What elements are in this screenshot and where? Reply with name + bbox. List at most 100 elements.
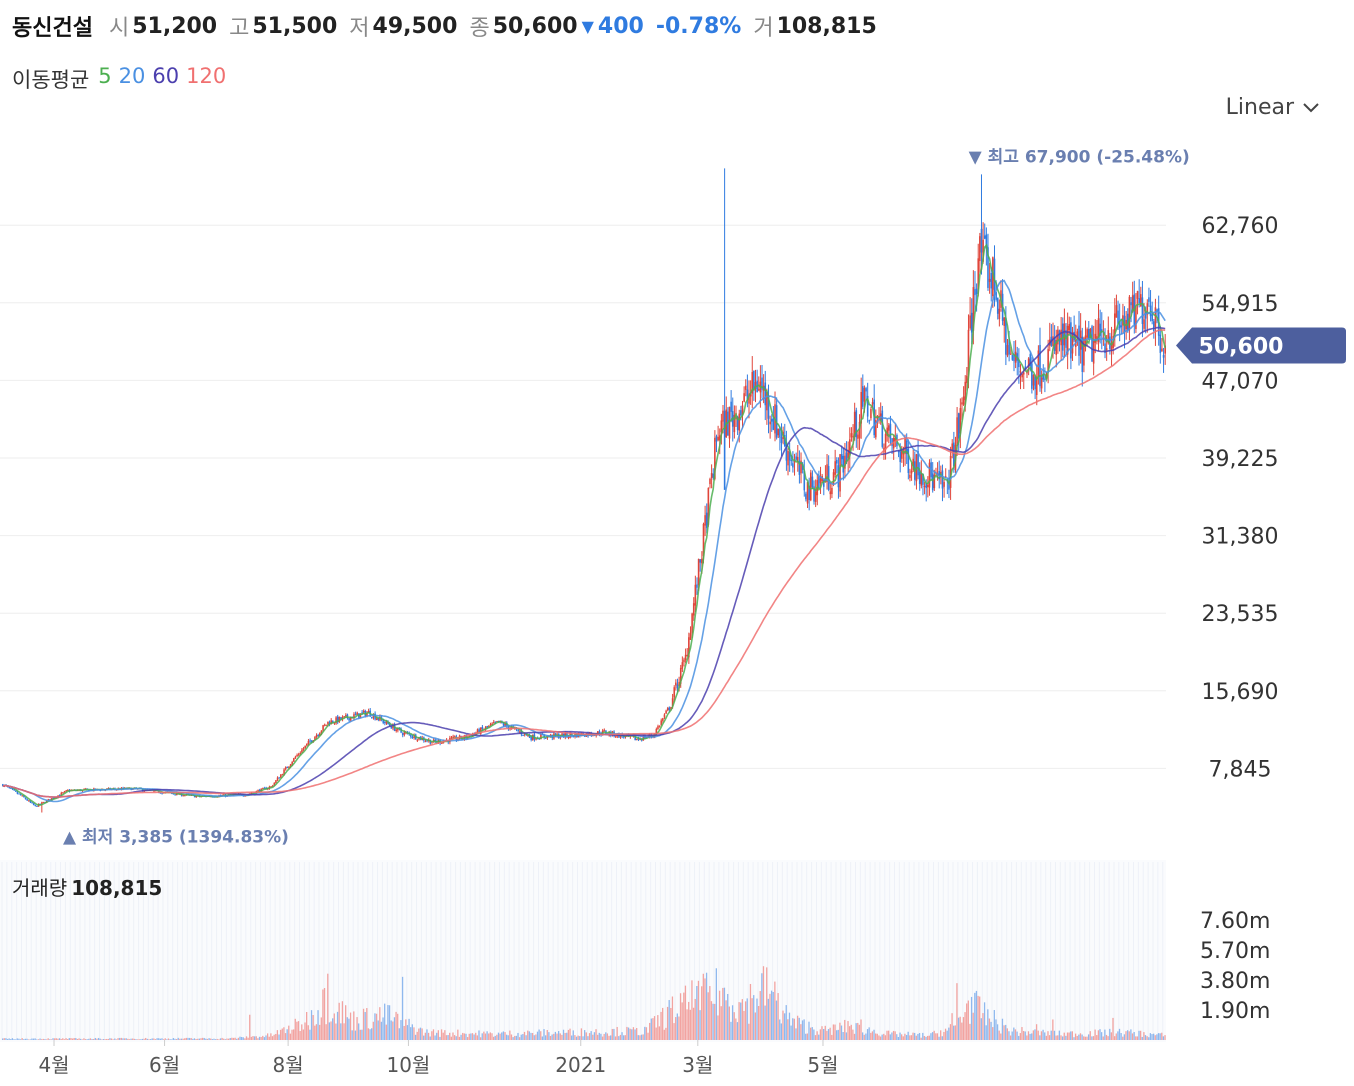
volume-bar: [543, 1029, 545, 1040]
volume-bar: [447, 1035, 449, 1040]
volume-bar: [962, 1017, 965, 1040]
volume-bar: [260, 1036, 262, 1040]
candle-body: [866, 395, 869, 417]
volume-bar: [762, 966, 765, 1040]
candle-body: [1008, 339, 1010, 355]
volume-bar: [325, 1024, 327, 1040]
volume-bar: [1102, 1036, 1104, 1040]
ma-legend-60[interactable]: 60: [152, 64, 180, 88]
volume-bar: [619, 1034, 622, 1040]
candle-body: [858, 421, 861, 439]
volume-bar: [621, 1032, 623, 1040]
candle-body: [710, 473, 713, 479]
volume-bar: [788, 1012, 791, 1040]
ma-legend-120[interactable]: 120: [186, 64, 227, 88]
candle-body: [689, 633, 692, 641]
volume-bar: [213, 1038, 215, 1040]
volume-bar: [767, 998, 770, 1040]
volume-bar: [785, 1005, 787, 1040]
volume-bar: [507, 1035, 509, 1040]
volume-bar: [983, 1002, 986, 1040]
candle-body: [289, 764, 292, 767]
volume-bar: [332, 1018, 334, 1040]
volume-bar: [806, 1033, 809, 1040]
volume-bar: [110, 1038, 113, 1040]
volume-bar: [627, 1027, 630, 1040]
volume-bar: [1019, 1033, 1021, 1040]
volume-bar: [1151, 1034, 1153, 1040]
volume-bar: [1016, 1031, 1018, 1040]
volume-bar: [993, 1010, 995, 1040]
volume-bar: [796, 1015, 799, 1040]
volume-bar: [584, 1030, 586, 1040]
ma-legend-20[interactable]: 20: [118, 64, 146, 88]
volume-bar: [266, 1033, 269, 1040]
volume-bar: [561, 1034, 563, 1040]
volume-bar: [757, 1005, 760, 1040]
volume-bar: [855, 1023, 857, 1040]
volume-bar: [13, 1039, 15, 1040]
volume-bar: [818, 1034, 820, 1040]
price-tick-label: 15,690: [1202, 680, 1279, 705]
candle-body: [1022, 372, 1025, 375]
volume-bar: [218, 1039, 220, 1040]
candle-body: [1076, 331, 1079, 338]
candle-body: [813, 486, 815, 502]
volume-bar: [1125, 1031, 1127, 1040]
volume-bar: [1149, 1033, 1152, 1040]
scale-selector[interactable]: Linear: [1226, 95, 1320, 120]
volume-bar: [52, 1038, 54, 1040]
time-tick-label: 8월: [273, 1053, 304, 1077]
open-label: 시: [108, 16, 130, 41]
volume-bar: [1113, 1036, 1116, 1040]
candle-body: [671, 698, 674, 707]
candle-body: [809, 472, 812, 501]
candle-body: [29, 800, 32, 803]
volume-bar: [192, 1038, 194, 1040]
volume-bar: [801, 1020, 804, 1040]
volume-bar: [829, 1027, 831, 1040]
volume-bar: [775, 1000, 778, 1040]
volume-bar: [392, 1021, 394, 1040]
candle-body: [679, 667, 682, 684]
candle-body: [1149, 305, 1152, 317]
candle-body: [925, 483, 928, 489]
candle-body: [403, 732, 406, 735]
candle-body: [662, 718, 664, 721]
volume-bar: [302, 1029, 305, 1040]
volume-bar: [938, 1036, 940, 1040]
volume-bar: [879, 1036, 882, 1040]
volume-bar: [649, 1022, 651, 1040]
volume-bar: [484, 1033, 487, 1040]
volume-bar: [1066, 1032, 1069, 1040]
volume-panel-bg: [0, 860, 1166, 1042]
candle-body: [388, 723, 391, 726]
volume-bar: [328, 1022, 331, 1040]
volume-bar: [123, 1038, 126, 1040]
candle-body: [195, 796, 198, 798]
candle-body: [384, 722, 386, 724]
volume-tick-label: 7.60m: [1200, 909, 1270, 934]
volume-bar: [149, 1039, 152, 1040]
volume-bar: [570, 1035, 573, 1040]
candle-body: [788, 451, 791, 461]
volume-bar: [910, 1035, 913, 1040]
ma-line-120: [2, 329, 1166, 798]
candle-body: [416, 739, 419, 741]
volume-bar: [699, 1010, 701, 1040]
volume-bar: [426, 1029, 428, 1040]
ma-legend-5[interactable]: 5: [98, 64, 112, 88]
candle-body: [688, 637, 690, 658]
volume-bar: [187, 1037, 189, 1040]
candle-body: [899, 451, 901, 463]
volume-bar: [845, 1032, 848, 1040]
candle-body: [518, 731, 521, 733]
volume-bar: [774, 981, 776, 1040]
candle-body: [1027, 358, 1030, 367]
volume-bar: [985, 1025, 987, 1040]
candle-body: [832, 472, 835, 485]
volume-bar: [83, 1038, 85, 1040]
candle-body: [47, 799, 50, 801]
volume-bar: [158, 1038, 160, 1040]
